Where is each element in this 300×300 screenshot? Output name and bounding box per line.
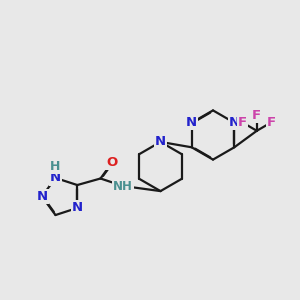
Text: N: N xyxy=(186,116,197,129)
Text: F: F xyxy=(238,116,247,129)
Text: H: H xyxy=(50,160,61,173)
Text: NH: NH xyxy=(113,179,133,193)
Text: N: N xyxy=(229,116,240,129)
Text: N: N xyxy=(72,202,83,214)
Text: N: N xyxy=(155,135,166,148)
Text: N: N xyxy=(50,172,61,184)
Text: O: O xyxy=(106,156,118,170)
Text: N: N xyxy=(36,190,48,203)
Text: F: F xyxy=(252,109,261,122)
Text: F: F xyxy=(267,116,276,129)
